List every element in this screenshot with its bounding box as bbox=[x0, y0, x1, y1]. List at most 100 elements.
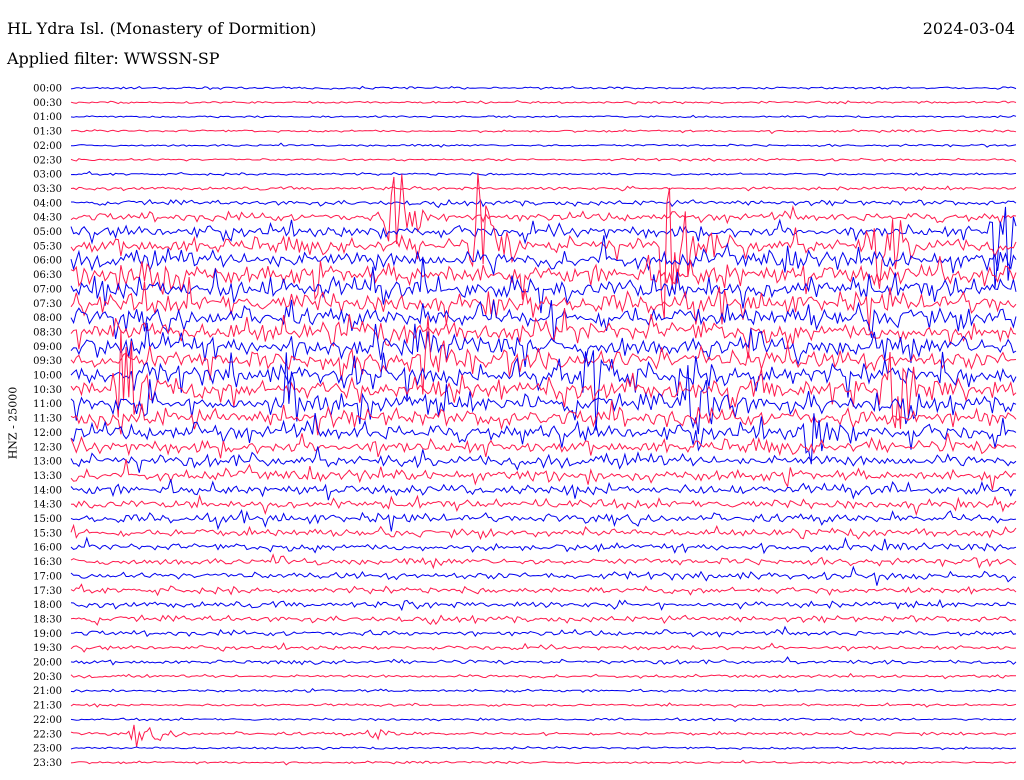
time-label: 10:00 bbox=[33, 371, 62, 382]
trace-line bbox=[71, 198, 1017, 209]
time-label: 15:00 bbox=[33, 514, 62, 525]
time-label: 03:00 bbox=[33, 170, 62, 181]
trace-line bbox=[70, 400, 1017, 436]
trace-line bbox=[70, 235, 1017, 275]
trace-line bbox=[70, 330, 1017, 429]
trace-line bbox=[70, 185, 1017, 192]
time-label: 18:00 bbox=[33, 600, 62, 611]
trace-line bbox=[70, 172, 1017, 320]
time-label: 17:00 bbox=[33, 571, 62, 582]
trace-line bbox=[70, 350, 1017, 431]
time-label: 06:00 bbox=[33, 256, 62, 267]
time-label: 08:00 bbox=[33, 313, 62, 324]
trace-line bbox=[70, 129, 1017, 135]
station-title: HL Ydra Isl. (Monastery of Dormition) bbox=[7, 19, 317, 38]
trace-line bbox=[70, 642, 1017, 653]
time-label: 14:30 bbox=[33, 500, 62, 511]
time-label: 23:00 bbox=[33, 744, 62, 755]
time-label: 06:30 bbox=[33, 270, 62, 281]
trace-line bbox=[70, 536, 1017, 555]
time-label: 16:00 bbox=[33, 543, 62, 554]
trace-line bbox=[70, 446, 1017, 473]
trace-line bbox=[70, 625, 1017, 638]
trace-line bbox=[70, 459, 1017, 490]
trace-line bbox=[70, 322, 1017, 367]
time-label: 11:30 bbox=[33, 414, 62, 425]
trace-line bbox=[70, 702, 1017, 708]
trace-line bbox=[70, 724, 1017, 747]
time-label: 02:00 bbox=[33, 141, 62, 152]
time-label: 02:30 bbox=[33, 155, 62, 166]
time-label: 13:30 bbox=[33, 471, 62, 482]
trace-line bbox=[70, 687, 1017, 693]
trace-line bbox=[70, 523, 1017, 541]
trace-line bbox=[70, 170, 1017, 177]
time-label: 14:00 bbox=[33, 485, 62, 496]
trace-line bbox=[70, 256, 1017, 314]
time-label: 19:30 bbox=[33, 643, 62, 654]
trace-line bbox=[70, 85, 1017, 90]
time-label: 00:00 bbox=[33, 84, 62, 95]
time-label: 22:00 bbox=[33, 715, 62, 726]
trace-line bbox=[70, 308, 1017, 359]
trace-line bbox=[70, 672, 1017, 680]
time-label: 10:30 bbox=[33, 385, 62, 396]
trace-line bbox=[70, 157, 1017, 163]
time-label: 01:00 bbox=[33, 112, 62, 123]
trace-line bbox=[70, 565, 1017, 586]
time-label: 20:30 bbox=[33, 672, 62, 683]
trace-line bbox=[70, 100, 1017, 105]
trace-group bbox=[70, 85, 1017, 766]
trace-line bbox=[70, 277, 1017, 331]
time-label: 07:30 bbox=[33, 299, 62, 310]
filter-label: Applied filter: WWSSN-SP bbox=[7, 49, 220, 68]
trace-line bbox=[70, 316, 1017, 395]
time-label: 22:30 bbox=[33, 729, 62, 740]
time-label: 20:00 bbox=[33, 658, 62, 669]
trace-line bbox=[70, 352, 1017, 435]
trace-line bbox=[70, 746, 1016, 751]
time-label: 04:30 bbox=[33, 213, 62, 224]
time-label: 12:00 bbox=[33, 428, 62, 439]
trace-line bbox=[70, 142, 1017, 148]
time-label: 09:30 bbox=[33, 356, 62, 367]
time-label: 00:30 bbox=[33, 98, 62, 109]
time-label-group: 00:00 00:30 01:00 01:30 02:00 02:30 03:00 03:30… bbox=[33, 84, 62, 769]
trace-line bbox=[70, 656, 1017, 666]
trace-line bbox=[70, 598, 1017, 612]
time-label: 08:30 bbox=[33, 327, 62, 338]
time-label: 07:00 bbox=[33, 284, 62, 295]
record-date: 2024-03-04 bbox=[922, 19, 1015, 38]
time-label: 21:30 bbox=[33, 701, 62, 712]
time-label: 04:00 bbox=[33, 198, 62, 209]
trace-line bbox=[70, 479, 1017, 501]
time-label: 21:00 bbox=[33, 686, 62, 697]
time-label: 16:30 bbox=[33, 557, 62, 568]
trace-line bbox=[70, 114, 1017, 119]
trace-line bbox=[70, 614, 1017, 626]
trace-line bbox=[70, 299, 1017, 343]
trace-line bbox=[70, 509, 1017, 532]
time-label: 05:30 bbox=[33, 241, 62, 252]
time-label: 23:30 bbox=[33, 758, 62, 769]
trace-line bbox=[70, 433, 1017, 459]
time-label: 01:30 bbox=[33, 127, 62, 138]
trace-line bbox=[70, 413, 1017, 465]
trace-line bbox=[70, 254, 1017, 301]
time-label: 19:00 bbox=[33, 629, 62, 640]
time-label: 03:30 bbox=[33, 184, 62, 195]
trace-line bbox=[70, 206, 1017, 288]
time-label: 09:00 bbox=[33, 342, 62, 353]
time-label: 15:30 bbox=[33, 528, 62, 539]
trace-line bbox=[70, 494, 1017, 517]
time-label: 18:30 bbox=[33, 614, 62, 625]
time-label: 13:00 bbox=[33, 457, 62, 468]
trace-line bbox=[70, 583, 1017, 597]
time-label: 12:30 bbox=[33, 442, 62, 453]
trace-line bbox=[70, 553, 1017, 570]
time-label: 11:00 bbox=[33, 399, 62, 410]
trace-line bbox=[70, 759, 1017, 766]
trace-line bbox=[70, 717, 1017, 723]
trace-line bbox=[70, 174, 1017, 244]
